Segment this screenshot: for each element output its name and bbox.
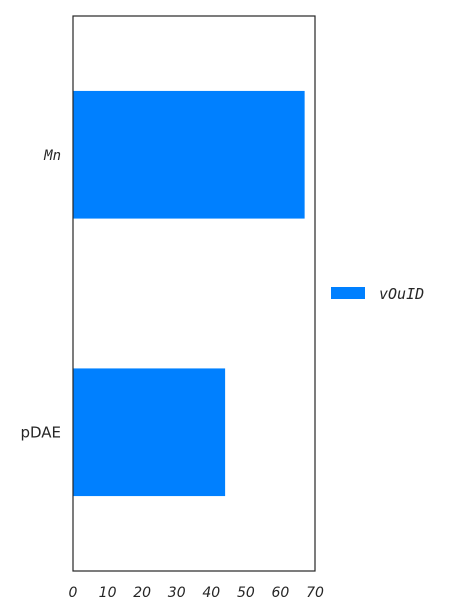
legend-label-vOuID: vOuID	[379, 285, 424, 303]
x-tick-label-50: 50	[237, 585, 255, 601]
x-tick-label-60: 60	[272, 585, 290, 601]
bar-pDAE	[73, 368, 226, 497]
x-tick-label-30: 30	[168, 585, 186, 601]
bars-group	[73, 90, 305, 497]
legend-swatch-vOuID	[331, 287, 365, 299]
legend: vOuID	[331, 285, 424, 303]
plot-frame	[72, 15, 316, 572]
category-labels: Mn pDAE	[20, 148, 61, 442]
x-tick-label-10: 10	[99, 585, 117, 601]
category-label-pDAE: pDAE	[20, 423, 61, 441]
category-label-Mn: Mn	[43, 148, 61, 164]
x-tick-label-0: 0	[69, 585, 78, 601]
x-tick-labels: 0 10 20 30 40 50 60 70	[69, 585, 324, 601]
x-tick-label-40: 40	[202, 585, 220, 601]
x-tick-label-20: 20	[133, 585, 151, 601]
bar-Mn	[73, 90, 305, 219]
x-tick-label-70: 70	[306, 585, 324, 601]
